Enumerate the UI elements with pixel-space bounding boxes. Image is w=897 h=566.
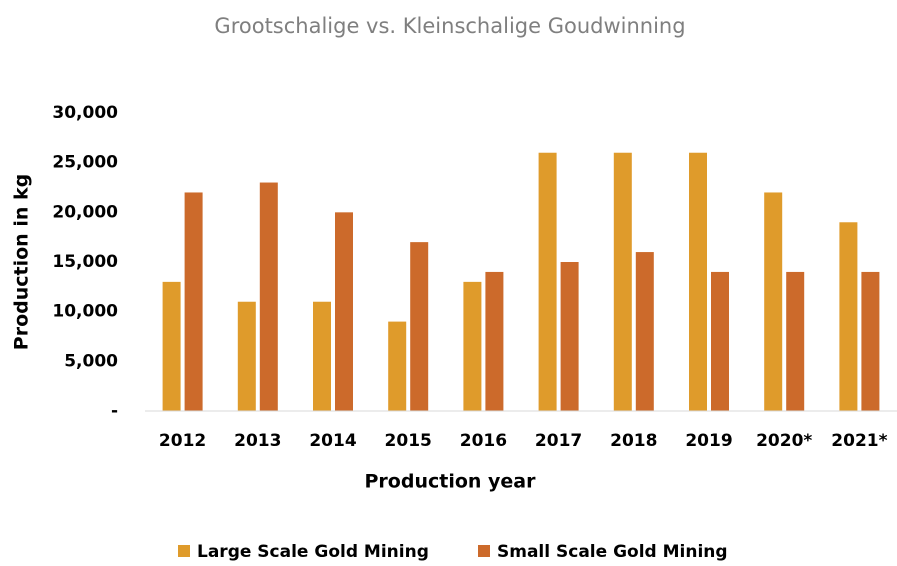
legend-label: Small Scale Gold Mining: [497, 542, 728, 562]
bar: [635, 252, 654, 411]
chart-title: Grootschalige vs. Kleinschalige Goudwinn…: [214, 14, 685, 38]
legend-swatch: [178, 545, 190, 557]
bar: [463, 281, 482, 411]
bar: [162, 281, 181, 411]
y-tick-label: 20,000: [52, 202, 118, 222]
bar: [839, 222, 858, 411]
bar: [861, 271, 880, 411]
x-tick-label: 2015: [385, 431, 432, 451]
bar: [689, 152, 707, 411]
bar: [764, 192, 783, 411]
bar: [237, 301, 256, 411]
bar: [410, 242, 429, 411]
bar: [313, 301, 331, 411]
bar: [259, 182, 278, 411]
x-tick-label: 2012: [159, 431, 206, 451]
x-tick-label: 2021*: [831, 431, 887, 451]
x-axis-title: Production year: [365, 471, 537, 493]
y-tick-label: -: [111, 401, 118, 421]
bar: [711, 271, 729, 411]
bar: [335, 212, 353, 411]
y-tick-label: 5,000: [64, 351, 118, 371]
bar: [485, 271, 504, 411]
y-axis-title: Production in kg: [11, 174, 33, 350]
x-tick-label: 2016: [460, 431, 507, 451]
y-tick-label: 25,000: [52, 153, 118, 173]
bar: [786, 271, 805, 411]
x-tick-label: 2017: [535, 431, 582, 451]
legend-label: Large Scale Gold Mining: [197, 542, 429, 562]
bar: [184, 192, 203, 411]
bar: [538, 152, 557, 411]
bar: [613, 152, 632, 411]
x-tick-label: 2013: [234, 431, 281, 451]
y-tick-label: 15,000: [52, 252, 118, 272]
x-tick-label: 2020*: [756, 431, 812, 451]
y-tick-label: 30,000: [52, 103, 118, 123]
x-tick-label: 2014: [309, 431, 356, 451]
x-tick-label: 2018: [610, 431, 657, 451]
bar: [388, 321, 407, 411]
y-tick-label: 10,000: [52, 302, 118, 322]
x-tick-label: 2019: [685, 431, 732, 451]
bar: [560, 262, 579, 411]
legend-swatch: [478, 545, 490, 557]
